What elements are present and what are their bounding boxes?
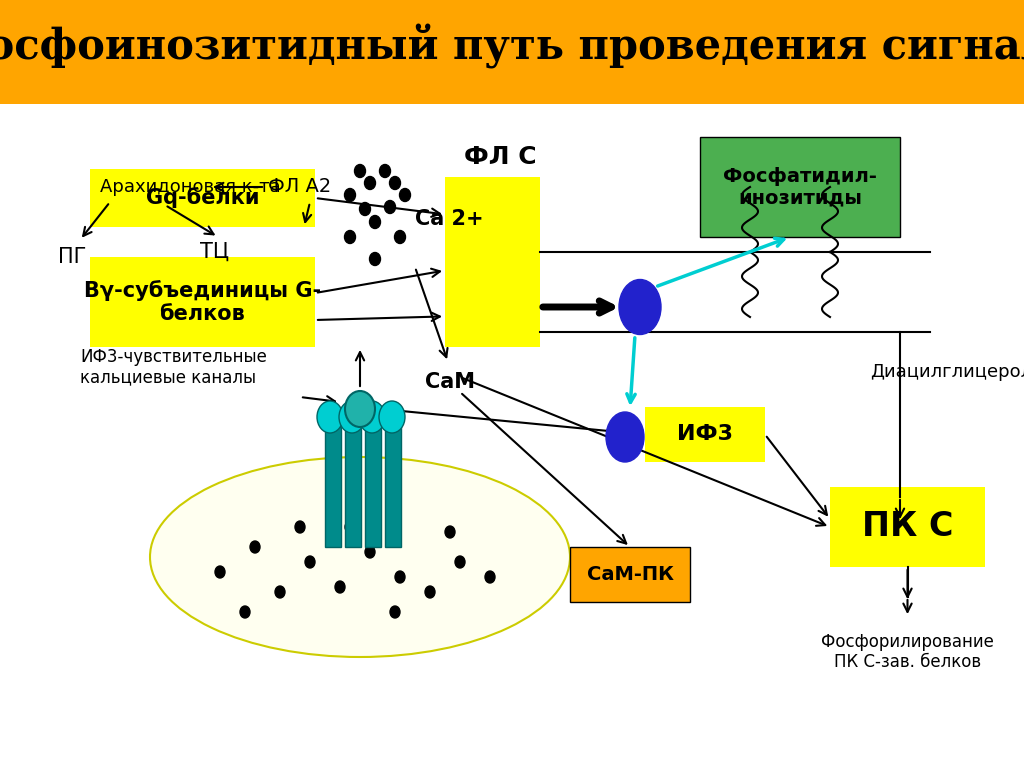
Ellipse shape	[295, 521, 305, 533]
Ellipse shape	[389, 176, 400, 189]
Ellipse shape	[445, 526, 455, 538]
Ellipse shape	[394, 231, 406, 243]
Ellipse shape	[359, 401, 385, 433]
Bar	[90, 257, 315, 347]
Text: СаМ: СаМ	[425, 372, 475, 392]
Ellipse shape	[335, 581, 345, 593]
Ellipse shape	[485, 571, 495, 583]
Ellipse shape	[390, 606, 400, 618]
Ellipse shape	[455, 556, 465, 568]
Text: Gq-белки: Gq-белки	[145, 187, 259, 209]
Bar	[645, 407, 765, 462]
Text: СаМ-ПК: СаМ-ПК	[587, 565, 674, 584]
Ellipse shape	[215, 566, 225, 578]
Ellipse shape	[317, 401, 343, 433]
Text: Фосфорилирование
ПК С-зав. белков: Фосфорилирование ПК С-зав. белков	[821, 633, 994, 671]
Text: Арахидоновая к-та: Арахидоновая к-та	[100, 178, 281, 196]
Ellipse shape	[275, 586, 285, 598]
Ellipse shape	[359, 202, 371, 216]
Text: ПК С: ПК С	[862, 511, 953, 544]
Bar	[830, 487, 985, 567]
Text: ИФ3-чувствительные
кальциевые каналы: ИФ3-чувствительные кальциевые каналы	[80, 347, 267, 387]
Bar	[365, 427, 381, 547]
Ellipse shape	[344, 231, 355, 243]
Bar	[90, 169, 315, 227]
Bar	[325, 427, 341, 547]
Ellipse shape	[618, 279, 662, 334]
Ellipse shape	[365, 176, 376, 189]
Ellipse shape	[354, 164, 366, 177]
Ellipse shape	[384, 200, 395, 213]
Ellipse shape	[370, 252, 381, 265]
Ellipse shape	[150, 457, 570, 657]
Ellipse shape	[339, 401, 365, 433]
Ellipse shape	[250, 541, 260, 553]
Ellipse shape	[380, 164, 390, 177]
Ellipse shape	[379, 401, 406, 433]
Ellipse shape	[395, 571, 406, 583]
Bar	[445, 177, 540, 347]
Ellipse shape	[365, 546, 375, 558]
Ellipse shape	[370, 216, 381, 229]
Text: Диацилглицерол: Диацилглицерол	[870, 363, 1024, 381]
Ellipse shape	[425, 586, 435, 598]
Bar	[570, 547, 690, 602]
Bar	[345, 427, 361, 547]
Text: Ca 2+: Ca 2+	[415, 209, 483, 229]
Text: ФЛ А2: ФЛ А2	[268, 177, 332, 196]
Ellipse shape	[345, 521, 355, 533]
Bar	[0, 0, 1024, 104]
Text: Фосфоинозитидный путь проведения сигнала: Фосфоинозитидный путь проведения сигнала	[0, 24, 1024, 69]
Text: ПГ: ПГ	[57, 247, 86, 267]
Text: Фосфатидил-
инозитиды: Фосфатидил- инозитиды	[723, 166, 877, 208]
Text: ИФ3: ИФ3	[677, 424, 733, 445]
Bar	[385, 427, 401, 547]
Text: ФЛ С: ФЛ С	[464, 145, 537, 169]
Ellipse shape	[305, 556, 315, 568]
Bar	[700, 137, 900, 237]
Ellipse shape	[345, 391, 375, 427]
Ellipse shape	[399, 189, 411, 202]
Ellipse shape	[240, 606, 250, 618]
Ellipse shape	[606, 412, 644, 462]
Ellipse shape	[344, 189, 355, 202]
Text: Вγ-субъединицы G-
белков: Вγ-субъединицы G- белков	[84, 280, 322, 324]
Text: ТЦ: ТЦ	[201, 242, 229, 262]
